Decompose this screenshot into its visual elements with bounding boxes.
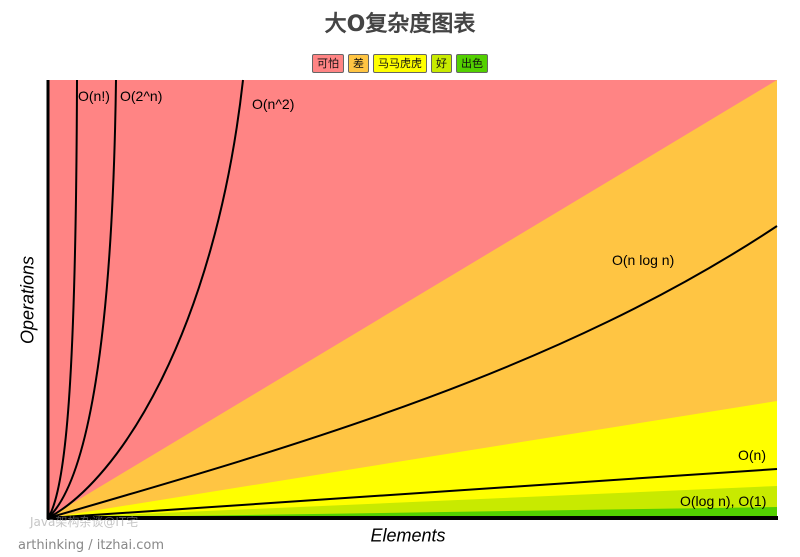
watermark: Java架构杂谈@IT宅 [30, 515, 139, 529]
label-exponential: O(2^n) [120, 88, 162, 104]
zone-excellent [48, 507, 777, 518]
zone-fair [48, 401, 777, 518]
label-linear: O(n) [738, 447, 766, 463]
label-factorial: O(n!) [78, 88, 110, 104]
curve-linearithmic [47, 225, 778, 519]
credit-text: arthinking / itzhai.com [18, 538, 165, 553]
legend-item-good: 好 [431, 54, 452, 73]
label-quadratic: O(n^2) [252, 96, 294, 112]
y-axis-label: Operations [17, 255, 38, 345]
curve-quadratic [47, 79, 244, 519]
curve-linear [47, 468, 778, 519]
legend: 可怕 差 马马虎虎 好 出色 [0, 54, 800, 73]
legend-item-fair: 马马虎虎 [373, 54, 427, 73]
chart-title: 大O复杂度图表 [324, 12, 476, 37]
curve-factorial [47, 79, 78, 519]
curve-exponential [47, 79, 117, 519]
zone-bad [48, 80, 777, 518]
label-log-constant: O(log n), O(1) [680, 493, 766, 509]
x-axis-label: Elements [370, 525, 446, 546]
legend-item-bad: 差 [348, 54, 369, 73]
label-linearithmic: O(n log n) [612, 252, 674, 268]
legend-item-horrible: 可怕 [312, 54, 344, 73]
legend-item-excellent: 出色 [456, 54, 488, 73]
